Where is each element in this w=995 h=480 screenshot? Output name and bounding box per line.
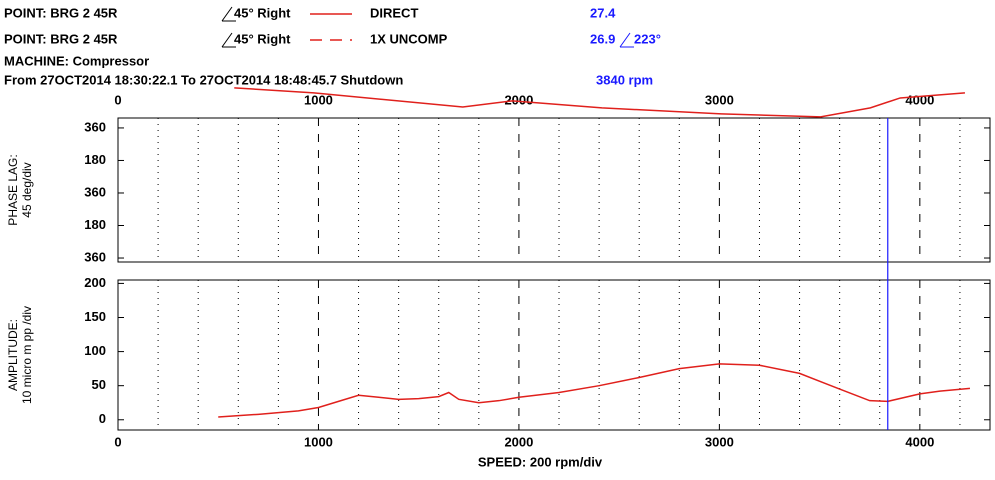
plot-frame <box>117 117 991 263</box>
x-tick-label: 4000 <box>905 92 934 107</box>
orientation: 45° Right <box>234 31 291 46</box>
time-range: From 27OCT2014 18:30:22.1 To 27OCT2014 1… <box>4 72 403 87</box>
data-line <box>234 87 966 118</box>
y-tick-label: 360 <box>84 184 106 199</box>
y-tick-label: 360 <box>84 119 106 134</box>
reading: 27.4 <box>590 5 616 20</box>
angle-icon <box>221 32 236 48</box>
x-tick-label: 3000 <box>705 92 734 107</box>
point-label: POINT: BRG 2 45R <box>4 31 118 46</box>
cursor-speed: 3840 rpm <box>596 72 653 87</box>
x-tick-label: 2000 <box>504 434 533 449</box>
x-tick-label: 4000 <box>905 434 934 449</box>
y-tick-label: 360 <box>84 249 106 264</box>
plot-frame <box>117 279 991 431</box>
angle-icon <box>221 6 236 22</box>
angle-icon <box>619 32 634 48</box>
y-axis-label: 10 micro m pp /div <box>20 306 34 404</box>
x-tick-label: 0 <box>114 434 121 449</box>
y-tick-label: 0 <box>99 411 106 426</box>
orientation: 45° Right <box>234 5 291 20</box>
point-label: POINT: BRG 2 45R <box>4 5 118 20</box>
x-axis-label: SPEED: 200 rpm/div <box>478 454 603 469</box>
reading-phase: 223° <box>634 31 661 46</box>
data-line <box>218 363 971 418</box>
trace-label: 1X UNCOMP <box>370 31 448 46</box>
y-tick-label: 50 <box>92 377 106 392</box>
y-tick-label: 150 <box>84 309 106 324</box>
y-tick-label: 100 <box>84 343 106 358</box>
trace-label: DIRECT <box>370 5 418 20</box>
y-axis-label: AMPLITUDE: <box>6 319 20 391</box>
y-tick-label: 200 <box>84 275 106 290</box>
y-axis-label: 45 deg/div <box>20 162 34 217</box>
x-tick-label: 3000 <box>705 434 734 449</box>
x-tick-label: 1000 <box>304 92 333 107</box>
y-tick-label: 180 <box>84 217 106 232</box>
x-tick-label: 1000 <box>304 434 333 449</box>
y-axis-label: PHASE LAG: <box>6 154 20 225</box>
x-tick-label: 2000 <box>504 92 533 107</box>
reading: 26.9 <box>590 31 615 46</box>
machine: MACHINE: Compressor <box>4 53 149 68</box>
y-tick-label: 180 <box>84 152 106 167</box>
x-tick-label: 0 <box>114 92 121 107</box>
